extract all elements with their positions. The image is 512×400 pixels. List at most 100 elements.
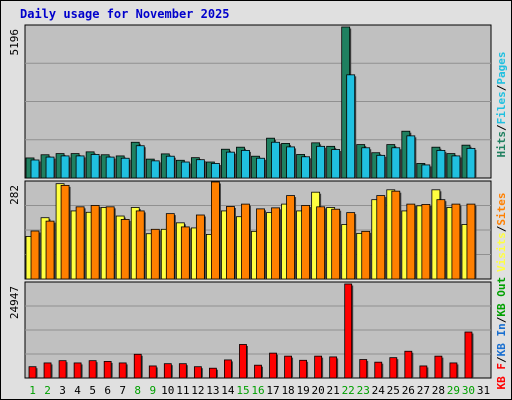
x-tick-label-17: 17 [266, 384, 279, 397]
bar-files-day-19 [301, 156, 310, 179]
bar-sites-day-22 [346, 212, 356, 280]
bar-kb-f-day-12 [193, 366, 202, 379]
bar-kb-f-day-29 [449, 362, 458, 379]
bar-files-day-3 [60, 155, 70, 179]
legend-label: Visits [495, 232, 508, 272]
bar-sites-day-27 [421, 204, 431, 280]
bar-files-day-17 [271, 141, 280, 179]
bar-files-day-8 [135, 145, 145, 179]
legend-label: Files [495, 91, 508, 124]
bar-sites-day-29 [451, 203, 461, 280]
x-tick-label-27: 27 [417, 384, 430, 397]
x-tick-label-14: 14 [221, 384, 235, 397]
x-tick-label-10: 10 [161, 384, 174, 397]
bar-files-day-12 [195, 159, 205, 179]
x-tick-label-22: 22 [342, 384, 355, 397]
bar-files-day-23 [361, 147, 371, 179]
bar-sites-day-6 [105, 206, 115, 280]
x-tick-label-1: 1 [29, 384, 36, 397]
bar-files-day-5 [90, 154, 100, 179]
legend-label: / [495, 124, 508, 131]
bar-sites-day-7 [120, 219, 130, 280]
right-axis-labels-kb: KB F/KB In/KB Out [495, 277, 508, 390]
bar-kb-f-day-6 [103, 361, 112, 379]
bar-files-day-13 [211, 163, 220, 179]
x-tick-label-12: 12 [191, 384, 204, 397]
bar-kb-f-day-17 [269, 352, 277, 379]
bar-kb-f-day-10 [163, 363, 172, 379]
bar-files-day-14 [226, 151, 235, 179]
legend-label: KB Out [495, 277, 508, 317]
bar-kb-f-day-3 [58, 360, 67, 379]
bar-sites-day-3 [60, 184, 70, 280]
bar-sites-day-8 [135, 210, 145, 280]
bar-kb-f-day-9 [148, 365, 157, 379]
bar-kb-f-day-28 [434, 355, 443, 379]
x-tick-label-24: 24 [372, 384, 386, 397]
x-tick-label-13: 13 [206, 384, 219, 397]
bar-sites-day-30 [466, 203, 476, 280]
x-tick-label-30: 30 [462, 384, 475, 397]
bar-files-day-20 [316, 145, 326, 179]
bar-files-day-18 [286, 146, 295, 179]
bar-kb-f-day-8 [133, 353, 142, 379]
bar-sites-day-9 [150, 228, 160, 280]
bar-kb-f-day-5 [88, 360, 97, 379]
right-axis-labels-visits-sites: Visits/Sites [495, 193, 508, 273]
bar-kb-f-day-19 [299, 359, 307, 379]
legend-label: / [495, 356, 508, 363]
y-max-label-visits-sites: 282 [8, 185, 21, 205]
legend-label: / [495, 316, 508, 323]
bar-kb-f-day-30 [464, 331, 473, 379]
x-tick-label-25: 25 [387, 384, 400, 397]
bar-kb-f-day-14 [224, 359, 232, 379]
bar-sites-day-23 [361, 230, 371, 280]
x-tick-label-23: 23 [357, 384, 370, 397]
bar-sites-day-11 [180, 226, 190, 280]
bar-files-day-10 [165, 155, 175, 179]
right-axis-labels-hits-files-pages: Hits/Files/Pages [495, 52, 508, 158]
bar-sites-day-5 [90, 205, 100, 280]
bar-sites-day-2 [45, 220, 55, 280]
bar-files-day-7 [120, 157, 130, 179]
bar-files-day-25 [391, 147, 401, 179]
x-tick-label-15: 15 [236, 384, 249, 397]
bar-files-day-24 [376, 154, 386, 179]
bar-sites-day-28 [436, 199, 446, 280]
bar-files-day-21 [331, 149, 341, 179]
bar-sites-day-26 [406, 203, 416, 280]
bar-kb-f-day-27 [419, 365, 428, 379]
x-tick-label-7: 7 [119, 384, 126, 397]
bar-sites-day-1 [30, 230, 40, 280]
legend-label: Pages [495, 52, 508, 85]
bar-sites-day-14 [226, 206, 235, 280]
x-tick-label-6: 6 [104, 384, 111, 397]
bar-kb-f-day-15 [239, 344, 247, 379]
bar-files-day-28 [436, 149, 446, 179]
y-max-label-kb: 24947 [8, 286, 21, 319]
bar-kb-f-day-1 [28, 366, 37, 379]
bar-kb-f-day-22 [344, 283, 353, 379]
bar-sites-day-4 [75, 206, 85, 280]
bar-files-day-1 [30, 159, 40, 179]
x-tick-label-11: 11 [176, 384, 189, 397]
bar-files-day-22 [346, 74, 356, 179]
bar-sites-day-21 [331, 208, 341, 280]
bar-kb-f-day-11 [178, 363, 187, 379]
bar-files-day-30 [466, 147, 476, 179]
legend-label: KB In [495, 323, 508, 356]
bar-sites-day-19 [301, 205, 310, 280]
bar-files-day-2 [45, 156, 55, 179]
bar-kb-f-day-26 [404, 350, 413, 379]
legend-label: / [495, 225, 508, 232]
bar-sites-day-20 [316, 206, 326, 280]
x-tick-label-26: 26 [402, 384, 415, 397]
bar-kb-f-day-2 [43, 362, 52, 379]
legend-label: KB F [495, 363, 508, 390]
x-tick-label-28: 28 [432, 384, 445, 397]
bar-kb-f-day-20 [314, 355, 323, 379]
x-tick-label-3: 3 [59, 384, 66, 397]
x-tick-label-2: 2 [44, 384, 51, 397]
